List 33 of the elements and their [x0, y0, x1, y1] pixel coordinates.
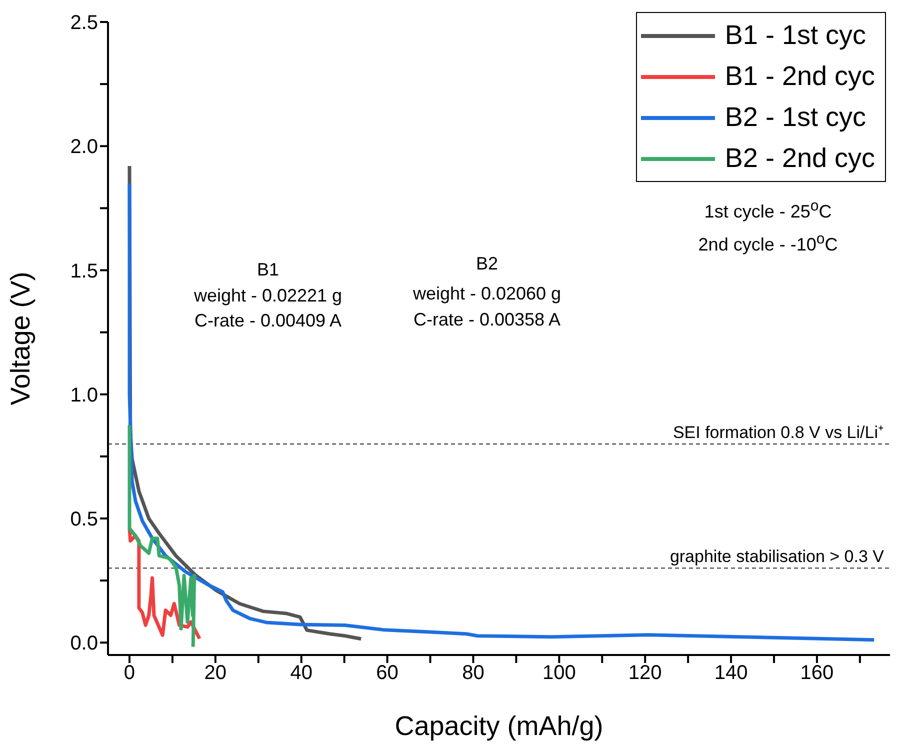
x-tick-label: 100: [542, 662, 576, 684]
x-tick-label: 20: [204, 662, 227, 684]
x-axis-title: Capacity (mAh/g): [394, 711, 604, 741]
line-series: [128, 526, 202, 640]
x-tick-label: 160: [800, 662, 834, 684]
x-tick-label: 140: [714, 662, 748, 684]
x-tick-label: 80: [462, 662, 484, 684]
annotation: B1: [256, 260, 280, 280]
legend-label: B1 - 1st cyc: [724, 20, 866, 51]
annotation: 1st cycle - 25$^{o}$C: [704, 198, 832, 222]
annotation: C-rate - 0.00409 A: [194, 310, 342, 332]
annotation: C-rate - 0.00358 A: [413, 310, 561, 330]
line-series: [128, 423, 196, 649]
y-tick-label: 1.0: [70, 384, 98, 406]
y-tick-label: 1.5: [70, 260, 98, 282]
legend-label: B2 - 2nd cyc: [724, 143, 875, 174]
x-tick-label: 0: [124, 662, 136, 684]
y-tick-label: 2.5: [70, 12, 98, 34]
annotation: weight - 0.02060 g: [412, 284, 562, 304]
legend-label: B2 - 1st cyc: [724, 102, 866, 133]
y-tick-label: 2.0: [70, 136, 98, 158]
x-tick-label: 40: [290, 662, 312, 684]
y-axis-title: Voltage (V): [6, 272, 36, 406]
x-tick-label: 60: [376, 662, 398, 684]
annotation: weight - 0.02221 g: [194, 286, 342, 306]
annotation: 2nd cycle - -10$^{o}$C: [698, 230, 838, 256]
y-tick-label: 0.5: [70, 508, 98, 531]
ref-line-label: graphite stabilisation > 0.3 V: [670, 547, 885, 566]
annotation: B2: [476, 254, 498, 274]
ref-line-label: SEI formation 0.8 V vs Li/Li⁺: [672, 423, 884, 442]
x-tick-label: 120: [628, 662, 662, 684]
legend-label: B1 - 2nd cyc: [724, 61, 875, 92]
y-tick-label: 0.0: [70, 632, 98, 655]
